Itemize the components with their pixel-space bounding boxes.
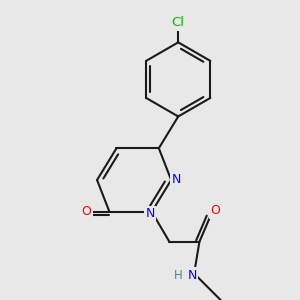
Text: O: O (210, 204, 220, 217)
Text: Cl: Cl (172, 16, 185, 29)
Text: H: H (174, 269, 183, 282)
Text: N: N (172, 173, 181, 187)
Text: N: N (188, 269, 197, 282)
Text: N: N (145, 207, 155, 220)
Text: O: O (82, 205, 92, 218)
